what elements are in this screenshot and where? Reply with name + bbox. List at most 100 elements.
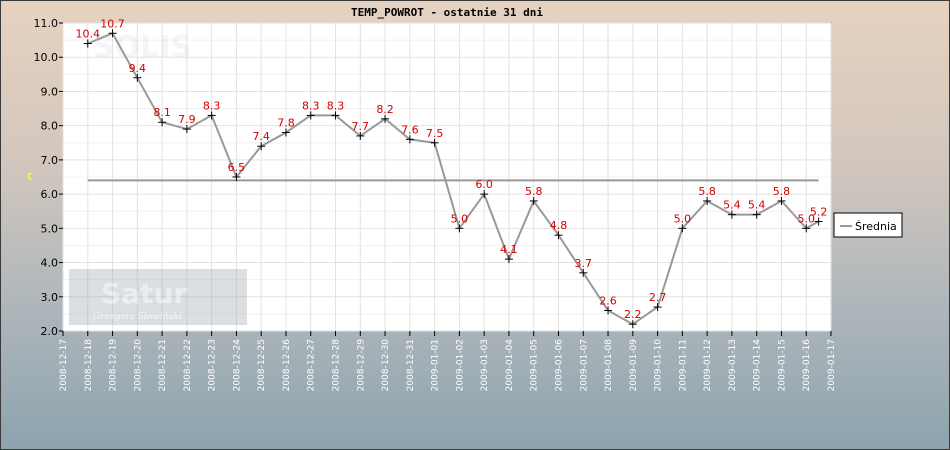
data-point-26 [727, 210, 736, 219]
data-label-24: 5.0 [674, 212, 692, 225]
watermark-author: Grzegorz Słowiński [93, 311, 182, 322]
y-tick-label-4: 6.0 [41, 188, 59, 201]
data-point-20 [579, 268, 588, 277]
x-tick-label-11: 2008-12-28 [332, 339, 342, 392]
data-point-23 [653, 303, 662, 312]
x-tick-label-18: 2009-01-04 [505, 339, 515, 392]
legend: Średnia [833, 212, 903, 238]
data-point-27 [752, 210, 761, 219]
x-tick-label-10: 2008-12-27 [307, 339, 317, 391]
data-label-8: 7.8 [277, 117, 295, 130]
y-tick-label-9: 11.0 [34, 17, 59, 30]
x-tick-label-5: 2008-12-22 [183, 339, 193, 391]
data-label-6: 6.5 [228, 161, 246, 174]
data-point-18 [529, 196, 538, 205]
data-point-21 [604, 306, 613, 315]
data-point-17 [504, 255, 513, 264]
x-tick-label-9: 2008-12-26 [282, 339, 292, 392]
data-label-11: 7.7 [352, 120, 370, 133]
data-label-25: 5.8 [698, 185, 716, 198]
y-tick-label-2: 4.0 [41, 257, 59, 270]
data-label-26: 5.4 [723, 199, 741, 212]
data-point-0 [83, 39, 92, 48]
data-point-8 [281, 128, 290, 137]
data-label-5: 8.3 [203, 99, 221, 112]
data-label-15: 5.0 [451, 212, 469, 225]
x-tick-label-14: 2008-12-31 [406, 339, 416, 391]
x-tick-label-20: 2009-01-06 [554, 339, 564, 392]
data-point-16 [480, 190, 489, 199]
data-label-30: 5.2 [810, 205, 828, 218]
watermark-solis: SOLIS [93, 30, 192, 65]
x-tick-label-23: 2009-01-09 [629, 339, 639, 392]
x-tick-label-25: 2009-01-11 [678, 339, 688, 391]
x-tick-label-17: 2009-01-03 [480, 339, 490, 391]
data-point-14 [430, 138, 439, 147]
x-tick-labels: 2008-12-17 2008-12-18 2008-12-19 2008-12-20… [59, 339, 837, 392]
x-tick-label-19: 2009-01-05 [530, 339, 540, 391]
y-tick-label-0: 2.0 [41, 325, 59, 338]
y-tick-label-3: 5.0 [41, 222, 59, 235]
data-point-11 [356, 131, 365, 140]
data-label-18: 5.8 [525, 185, 543, 198]
data-point-6 [232, 173, 241, 181]
data-point-29 [802, 224, 811, 233]
x-tick-label-22: 2009-01-08 [604, 339, 614, 392]
data-label-20: 3.7 [575, 257, 593, 270]
data-point-7 [257, 142, 266, 151]
data-label-10: 8.3 [327, 99, 345, 112]
x-tick-label-15: 2009-01-01 [431, 339, 441, 391]
data-point-10 [331, 111, 340, 120]
data-point-3 [158, 118, 167, 127]
data-point-13 [405, 135, 414, 144]
x-tick-label-7: 2008-12-24 [232, 339, 242, 392]
y-tick-label-1: 3.0 [41, 291, 59, 304]
data-label-3: 8.1 [153, 106, 171, 119]
watermark-satur-box [69, 269, 247, 325]
data-point-15 [455, 224, 464, 233]
data-point-9 [306, 111, 315, 120]
data-label-2: 9.4 [129, 62, 147, 75]
data-point-25 [703, 196, 712, 205]
data-label-4: 7.9 [178, 113, 196, 126]
x-tick-label-29: 2009-01-15 [777, 339, 787, 391]
x-tick-label-12: 2008-12-29 [356, 339, 366, 392]
y-tick-label-6: 8.0 [41, 120, 59, 133]
x-tick-label-26: 2009-01-12 [703, 339, 713, 391]
y-axis-unit: C [27, 172, 33, 183]
data-label-23: 2.7 [649, 291, 667, 304]
data-label-0: 10.4 [76, 28, 101, 41]
data-label-17: 4.1 [500, 243, 518, 256]
x-tick-label-21: 2009-01-07 [579, 339, 589, 391]
watermarks: SOLIS Satur Grzegorz Słowiński [69, 30, 247, 325]
x-tick-label-6: 2008-12-23 [208, 339, 218, 391]
data-label-1: 10.7 [100, 17, 125, 30]
data-point-4 [182, 125, 191, 134]
x-tick-label-3: 2008-12-20 [133, 339, 143, 392]
data-point-30 [814, 217, 823, 226]
x-tick-label-1: 2008-12-18 [84, 339, 94, 392]
data-label-12: 8.2 [376, 103, 394, 116]
data-label-22: 2.2 [624, 308, 642, 321]
data-point-5 [207, 111, 216, 120]
chart-title: TEMP_POWROT - ostatnie 31 dni [351, 6, 543, 19]
data-label-7: 7.4 [252, 130, 270, 143]
data-point-12 [381, 114, 390, 123]
data-label-16: 6.0 [475, 178, 493, 191]
data-label-14: 7.5 [426, 127, 444, 140]
x-tick-label-30: 2009-01-16 [802, 339, 812, 392]
data-label-13: 7.6 [401, 123, 419, 136]
legend-label-srednia: Średnia [855, 220, 897, 233]
y-tick-labels: 2.0 3.0 4.0 5.0 6.0 7.0 8.0 9.0 10.0 11.0 [34, 17, 63, 338]
x-tick-label-13: 2008-12-30 [381, 339, 391, 392]
data-point-19 [554, 231, 563, 240]
data-label-21: 2.6 [599, 294, 617, 307]
x-tick-label-28: 2009-01-14 [753, 339, 763, 392]
x-tick-label-16: 2009-01-02 [455, 339, 465, 391]
data-labels: 10.410.7 9.4 8.1 7.9 8.3 6.5 7.4 7.8 8.3 8.3 7.7 8.… [76, 17, 828, 321]
data-point-1 [108, 29, 117, 38]
x-tick-label-0: 2008-12-17 [59, 339, 69, 391]
x-tick-label-8: 2008-12-25 [257, 339, 267, 391]
